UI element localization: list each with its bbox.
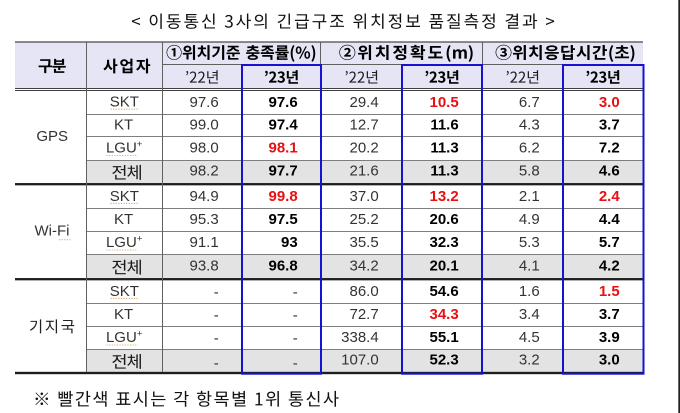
svg-text:SKT: SKT bbox=[110, 94, 139, 111]
svg-text:52.3: 52.3 bbox=[429, 352, 458, 369]
svg-text:KT: KT bbox=[114, 211, 133, 228]
svg-text:2.4: 2.4 bbox=[599, 188, 621, 205]
svg-text:34.2: 34.2 bbox=[349, 257, 378, 274]
svg-text:32.3: 32.3 bbox=[429, 234, 458, 251]
svg-text:3.0: 3.0 bbox=[599, 352, 620, 369]
svg-text:4.6: 4.6 bbox=[599, 163, 620, 180]
svg-text:20.2: 20.2 bbox=[349, 140, 378, 157]
svg-text:338.4: 338.4 bbox=[341, 329, 379, 346]
svg-text:93: 93 bbox=[281, 234, 298, 251]
svg-text:4.2: 4.2 bbox=[599, 257, 620, 274]
svg-text:LGU: LGU bbox=[106, 329, 137, 346]
svg-text:95.3: 95.3 bbox=[189, 211, 218, 228]
svg-text:6.2: 6.2 bbox=[519, 140, 540, 157]
svg-text:99.8: 99.8 bbox=[268, 188, 297, 205]
svg-text:GPS: GPS bbox=[36, 128, 68, 145]
svg-text:21.6: 21.6 bbox=[349, 163, 378, 180]
svg-text:+: + bbox=[137, 233, 143, 244]
svg-text:-: - bbox=[293, 330, 298, 347]
svg-text:54.6: 54.6 bbox=[429, 283, 458, 300]
svg-text:7.2: 7.2 bbox=[599, 140, 620, 157]
svg-text:25.2: 25.2 bbox=[349, 211, 378, 228]
svg-text:97.6: 97.6 bbox=[189, 94, 218, 111]
svg-text:20.6: 20.6 bbox=[429, 211, 458, 228]
svg-text:1.5: 1.5 bbox=[599, 283, 620, 300]
svg-text:LGU: LGU bbox=[106, 139, 137, 156]
svg-text:-: - bbox=[293, 355, 298, 372]
svg-text:11.6: 11.6 bbox=[430, 117, 458, 134]
svg-text:34.3: 34.3 bbox=[429, 306, 458, 323]
svg-text:98.1: 98.1 bbox=[268, 140, 297, 157]
svg-text:97.4: 97.4 bbox=[268, 117, 298, 134]
svg-text:+: + bbox=[137, 328, 143, 339]
svg-text:107.0: 107.0 bbox=[341, 352, 379, 369]
svg-text:SKT: SKT bbox=[110, 283, 139, 300]
svg-text:KT: KT bbox=[114, 116, 133, 133]
svg-text:29.4: 29.4 bbox=[349, 94, 378, 111]
svg-text:98.2: 98.2 bbox=[189, 163, 218, 180]
svg-text:2.1: 2.1 bbox=[519, 188, 540, 205]
svg-text:98.0: 98.0 bbox=[189, 140, 218, 157]
svg-text:5.3: 5.3 bbox=[519, 234, 540, 251]
svg-text:13.2: 13.2 bbox=[429, 188, 458, 205]
svg-text:-: - bbox=[293, 307, 298, 324]
svg-text:11.3: 11.3 bbox=[430, 163, 458, 180]
svg-text:4.3: 4.3 bbox=[519, 117, 540, 134]
svg-text:93.8: 93.8 bbox=[189, 257, 218, 274]
svg-text:96.8: 96.8 bbox=[268, 257, 297, 274]
svg-text:97.6: 97.6 bbox=[268, 94, 297, 111]
svg-text:1.6: 1.6 bbox=[519, 283, 540, 300]
svg-text:KT: KT bbox=[114, 306, 133, 323]
svg-text:94.9: 94.9 bbox=[189, 188, 218, 205]
svg-text:SKT: SKT bbox=[110, 188, 139, 205]
svg-text:10.5: 10.5 bbox=[429, 94, 458, 111]
svg-text:11.3: 11.3 bbox=[430, 140, 458, 157]
svg-text:99.0: 99.0 bbox=[189, 117, 218, 134]
svg-text:-: - bbox=[214, 355, 219, 372]
svg-text:4.4: 4.4 bbox=[599, 211, 621, 228]
svg-text:Wi-Fi: Wi-Fi bbox=[35, 223, 70, 240]
svg-text:3.7: 3.7 bbox=[599, 306, 620, 323]
svg-text:5.8: 5.8 bbox=[519, 163, 540, 180]
svg-text:12.7: 12.7 bbox=[349, 117, 378, 134]
svg-text:-: - bbox=[214, 284, 219, 301]
svg-text:3.9: 3.9 bbox=[599, 329, 620, 346]
svg-text:4.1: 4.1 bbox=[519, 257, 540, 274]
svg-text:91.1: 91.1 bbox=[189, 234, 218, 251]
svg-text:55.1: 55.1 bbox=[429, 329, 458, 346]
svg-text:-: - bbox=[214, 330, 219, 347]
svg-text:3.4: 3.4 bbox=[519, 306, 540, 323]
svg-text:4.9: 4.9 bbox=[519, 211, 540, 228]
svg-text:-: - bbox=[293, 284, 298, 301]
svg-text:86.0: 86.0 bbox=[349, 283, 378, 300]
svg-text:97.7: 97.7 bbox=[268, 163, 297, 180]
svg-text:20.1: 20.1 bbox=[429, 257, 458, 274]
svg-text:6.7: 6.7 bbox=[519, 94, 540, 111]
svg-text:-: - bbox=[214, 307, 219, 324]
svg-text:+: + bbox=[137, 139, 143, 150]
svg-text:3.2: 3.2 bbox=[519, 352, 540, 369]
svg-text:72.7: 72.7 bbox=[349, 306, 378, 323]
svg-text:97.5: 97.5 bbox=[268, 211, 297, 228]
svg-text:3.7: 3.7 bbox=[599, 117, 620, 134]
svg-text:LGU: LGU bbox=[106, 234, 137, 251]
svg-text:3.0: 3.0 bbox=[599, 94, 620, 111]
svg-text:5.7: 5.7 bbox=[599, 234, 620, 251]
svg-text:4.5: 4.5 bbox=[519, 329, 540, 346]
svg-text:35.5: 35.5 bbox=[349, 234, 378, 251]
svg-text:37.0: 37.0 bbox=[349, 188, 378, 205]
